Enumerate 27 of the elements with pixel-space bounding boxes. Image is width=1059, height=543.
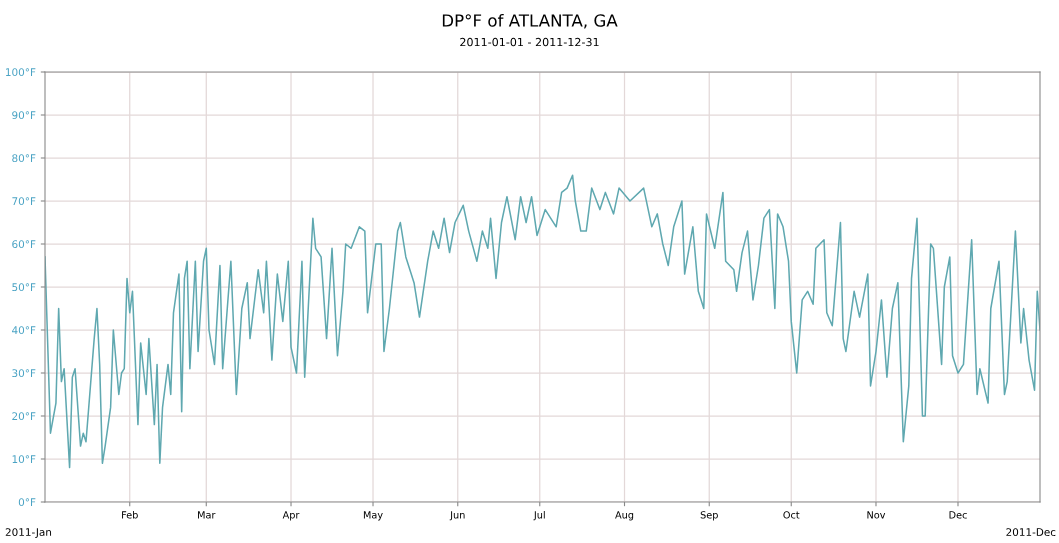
y-tick-label: 50°F [12,283,36,292]
x-tick-label: Sep [700,511,718,521]
y-tick-label: 40°F [12,326,36,335]
x-tick-label: Aug [615,511,634,521]
x-tick-label: Nov [867,511,886,519]
y-tick-label: 30°F [12,369,36,378]
chart-subtitle: 2011-01-01 - 2011-12-31 [460,37,599,47]
y-tick-label: 60°F [12,240,36,249]
y-tick-label: 80°F [12,154,36,163]
x-tick-label: May [363,511,383,521]
y-tick-label: 0°F [18,498,36,507]
x-tick-label: Jun [449,511,465,521]
x-tick-label: Apr [282,511,300,521]
x-tick-label: Jul [533,511,545,521]
text: 2011-Jan [5,528,52,538]
text: 2011-Dec [1006,528,1056,537]
x-tick-label: Feb [122,511,138,519]
y-tick-label: 20°F [12,412,36,421]
x-tick-label: Dec [949,511,967,519]
y-tick-label: 100°F [6,68,36,77]
chart-title: DP°F of ATLANTA, GA [442,13,618,29]
x-tick-label: Mar [198,511,216,519]
line-series [45,174,1040,469]
x-tick-label: Oct [783,511,800,519]
y-tick-label: 90°F [12,111,36,120]
y-tick-label: 70°F [12,197,36,206]
y-tick-label: 10°F [12,455,36,464]
